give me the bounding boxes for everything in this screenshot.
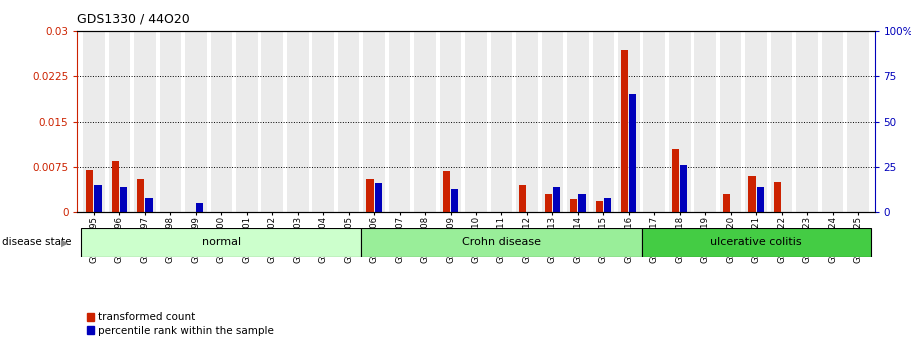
Bar xyxy=(641,228,871,257)
Bar xyxy=(87,170,94,212)
Text: ulcerative colitis: ulcerative colitis xyxy=(711,237,802,247)
Bar xyxy=(672,149,680,212)
Text: GDS1330 / 44O20: GDS1330 / 44O20 xyxy=(77,12,190,25)
Bar xyxy=(630,95,637,212)
Bar xyxy=(81,228,362,257)
Bar xyxy=(363,31,385,212)
Bar xyxy=(774,182,781,212)
Text: Crohn disease: Crohn disease xyxy=(462,237,541,247)
Bar xyxy=(210,31,232,212)
Bar xyxy=(578,194,586,212)
Text: disease state: disease state xyxy=(2,237,71,247)
Bar xyxy=(95,185,102,212)
Bar xyxy=(570,199,578,212)
Bar xyxy=(621,50,629,212)
Bar xyxy=(120,187,128,212)
Bar xyxy=(236,31,258,212)
Bar xyxy=(197,203,203,212)
Bar xyxy=(596,201,603,212)
Bar xyxy=(796,31,818,212)
Bar xyxy=(159,31,181,212)
Bar xyxy=(146,198,152,212)
Bar xyxy=(440,31,461,212)
Bar xyxy=(83,31,105,212)
Bar xyxy=(822,31,844,212)
Bar xyxy=(723,194,730,212)
Bar xyxy=(112,161,119,212)
Bar xyxy=(592,31,614,212)
Bar xyxy=(338,31,360,212)
Text: ▶: ▶ xyxy=(61,237,68,247)
Bar xyxy=(745,31,767,212)
Legend: transformed count, percentile rank within the sample: transformed count, percentile rank withi… xyxy=(83,308,278,340)
Bar xyxy=(643,31,665,212)
Bar xyxy=(519,185,527,212)
Bar xyxy=(389,31,411,212)
Bar xyxy=(618,31,640,212)
Bar xyxy=(374,183,382,212)
Bar xyxy=(443,171,450,212)
Bar xyxy=(415,31,435,212)
Bar xyxy=(451,189,458,212)
Bar xyxy=(545,194,552,212)
Bar xyxy=(108,31,130,212)
Bar xyxy=(261,31,283,212)
Bar xyxy=(771,31,793,212)
Bar xyxy=(312,31,334,212)
Bar xyxy=(491,31,512,212)
Bar xyxy=(847,31,869,212)
Bar xyxy=(669,31,691,212)
Bar xyxy=(681,165,688,212)
Bar xyxy=(517,31,537,212)
Bar xyxy=(362,228,641,257)
Bar xyxy=(757,187,763,212)
Bar xyxy=(138,179,145,212)
Text: normal: normal xyxy=(201,237,241,247)
Bar xyxy=(134,31,156,212)
Bar xyxy=(694,31,716,212)
Bar xyxy=(287,31,309,212)
Bar xyxy=(720,31,742,212)
Bar xyxy=(567,31,589,212)
Bar xyxy=(749,176,755,212)
Bar xyxy=(366,179,374,212)
Bar xyxy=(553,187,560,212)
Bar xyxy=(185,31,207,212)
Bar xyxy=(604,198,611,212)
Bar xyxy=(466,31,486,212)
Bar xyxy=(541,31,563,212)
